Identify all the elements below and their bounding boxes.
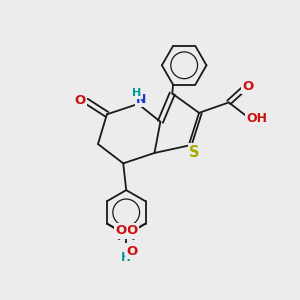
Text: H: H (132, 88, 141, 98)
Text: methoxy: methoxy (110, 235, 117, 236)
Text: N: N (136, 93, 146, 106)
Text: H: H (121, 251, 131, 264)
Text: H: H (130, 88, 140, 101)
Text: OH: OH (246, 112, 267, 125)
Text: S: S (189, 145, 200, 160)
Text: O: O (126, 244, 137, 258)
Text: O: O (74, 94, 85, 107)
Text: O: O (126, 224, 137, 237)
Text: O: O (115, 224, 127, 237)
Text: O: O (242, 80, 254, 93)
